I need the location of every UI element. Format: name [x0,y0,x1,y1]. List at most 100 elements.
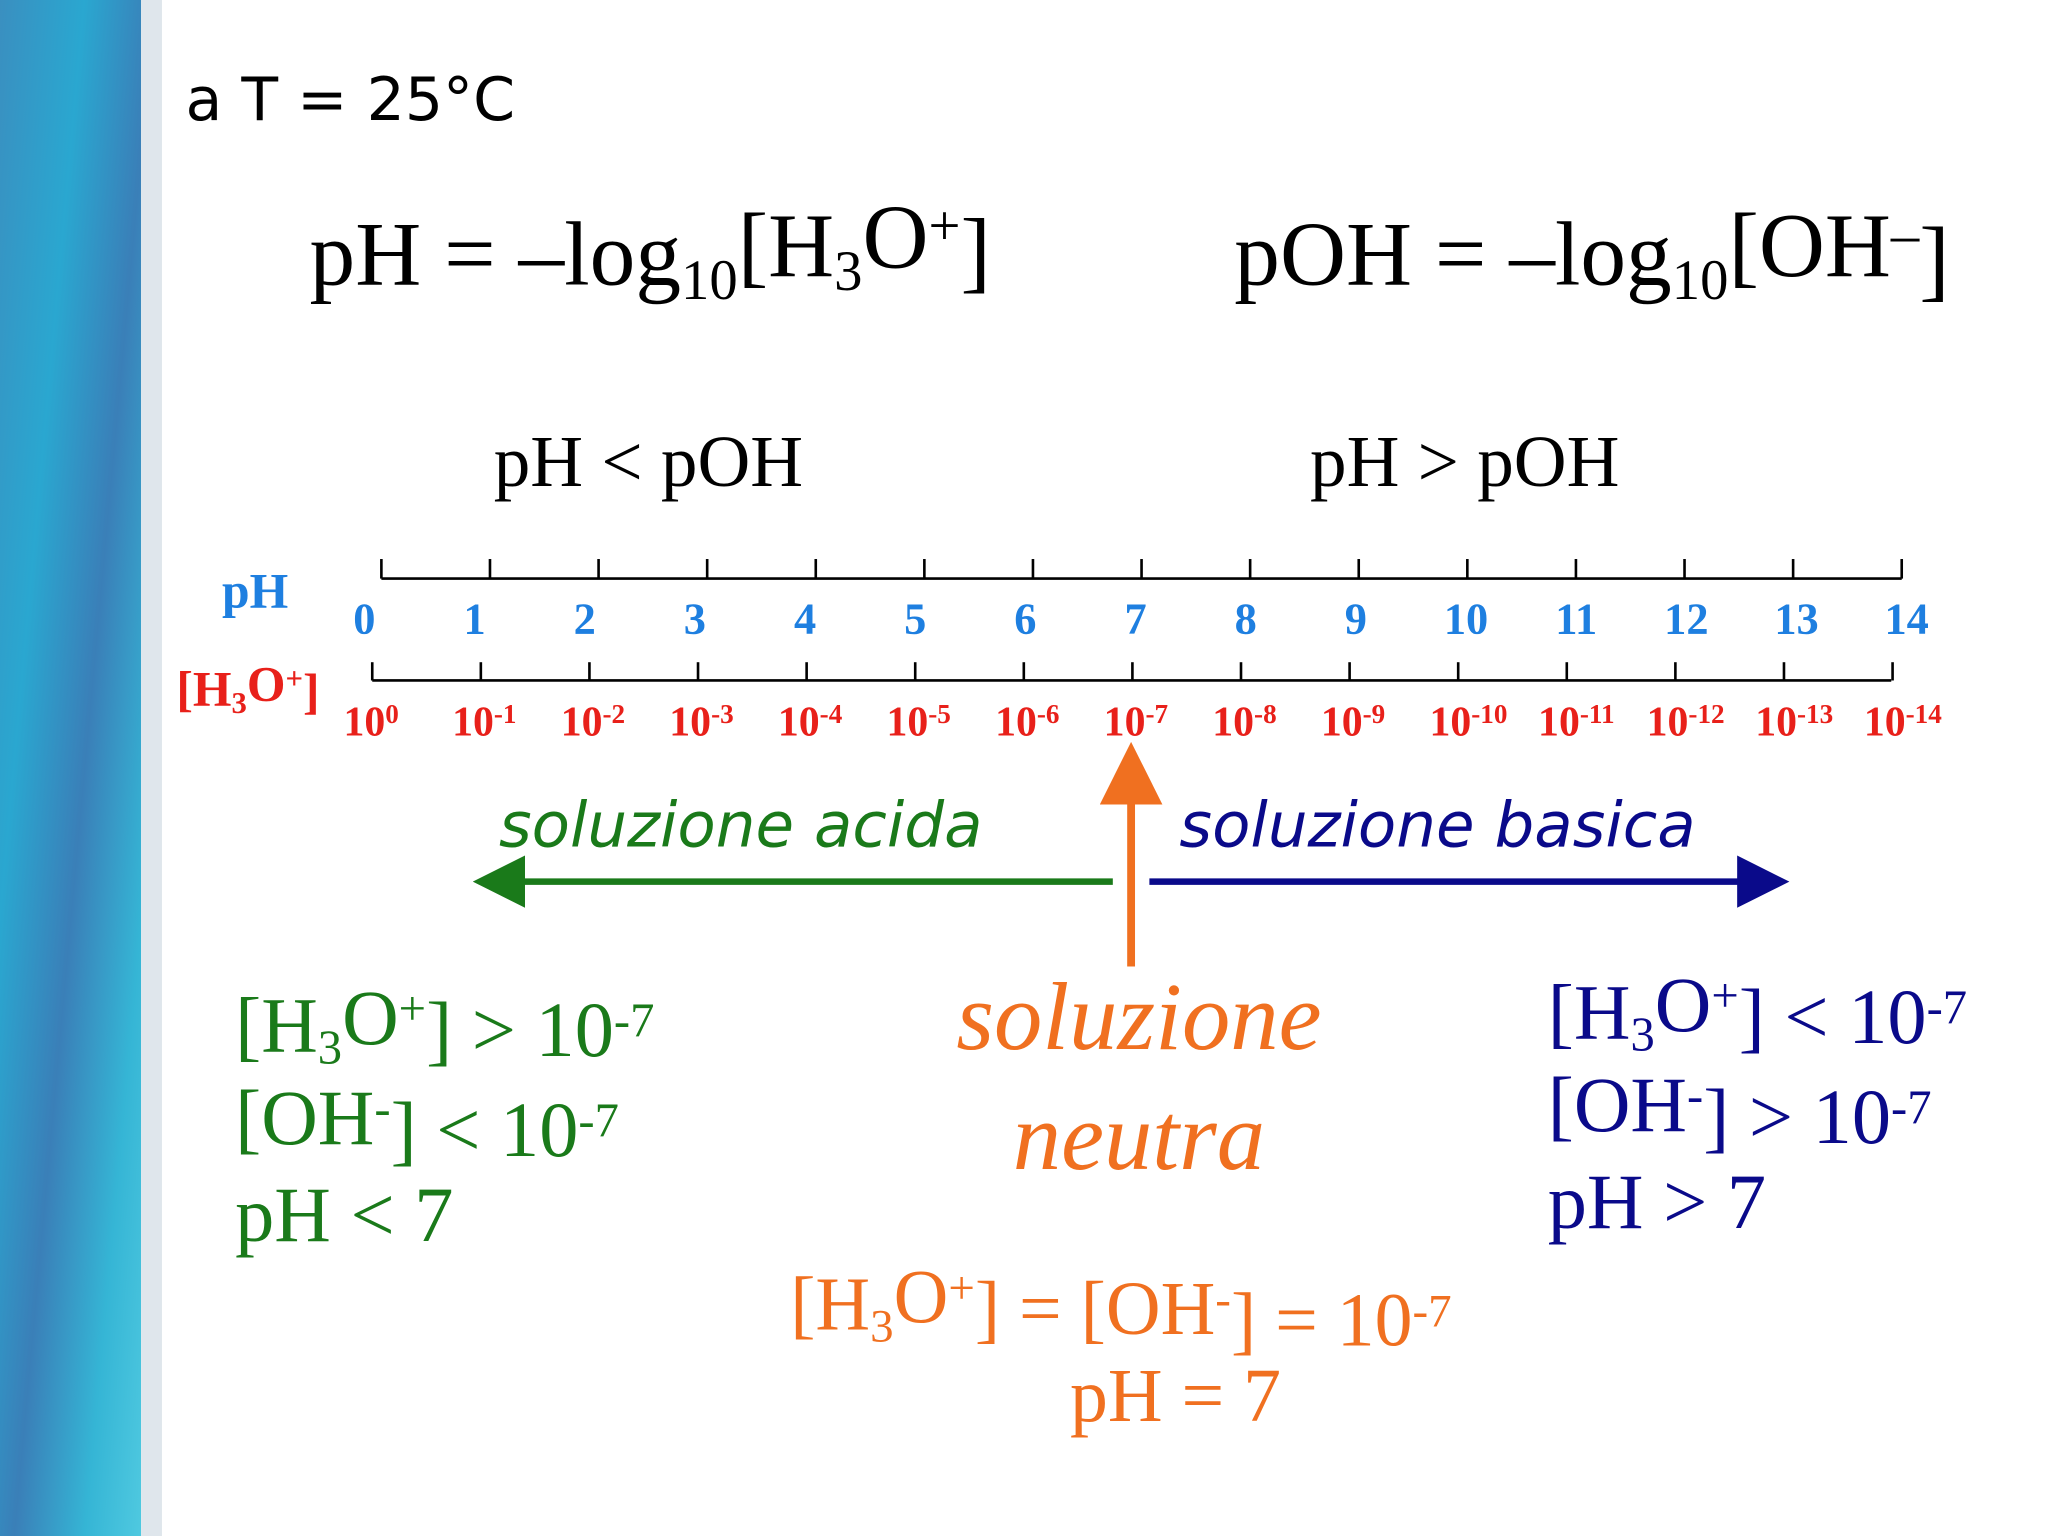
ph-formula-part: [H [738,195,834,296]
conc-value: 10-13 [1755,699,1833,745]
conc-exponent: -7 [1145,699,1168,729]
acid-condition: [H3O+] > 10-7 [235,974,654,1075]
neutral-condition-part: pH = 7 [1070,1354,1281,1438]
ph-value: 9 [1345,593,1367,643]
conc-exponent: -12 [1688,699,1724,729]
basic-label: soluzione basica [1179,788,1695,861]
conc-exponent: -2 [602,699,625,729]
conc-base: 10 [1321,699,1363,745]
conc-base: 10 [669,699,711,745]
ph-value: 13 [1774,593,1818,643]
ph-value: 12 [1664,593,1708,643]
ph-value: 11 [1555,593,1597,643]
ph-formula-part: ] [960,200,990,301]
acid-condition-part: pH < 7 [235,1171,453,1258]
acid-condition-part: -7 [578,1094,618,1148]
conc-base: 10 [778,699,820,745]
ph-value: 8 [1235,593,1257,643]
conc-value: 10-9 [1321,699,1385,745]
basic-condition-part: 3 [1630,1008,1654,1062]
region-left: pH < pOH [494,421,803,502]
acid-condition-part: O [342,974,399,1061]
conc-value: 10-12 [1647,699,1725,745]
conc-base: 10 [1755,699,1797,745]
ph-value: 1 [463,593,485,643]
conc-exponent: -8 [1254,699,1277,729]
ph-value: 10 [1444,593,1488,643]
ph-formula-part: 3 [834,240,862,303]
neutral-condition: pH = 7 [1070,1354,1281,1438]
conc-base: 10 [995,699,1037,745]
neutral-condition-part: 3 [870,1300,893,1352]
acid-label: soluzione acida [499,788,983,861]
basic-condition-part: ] < 10 [1739,973,1927,1060]
basic-condition-part: O [1655,961,1712,1048]
poh-formula-part: pOH = –log [1234,204,1671,305]
poh-formula: pOH = –log10[OH–] [1234,195,1949,312]
neutral-condition-part: -7 [1413,1286,1452,1338]
acid-condition-part: [H [235,981,318,1068]
conc-exponent: -6 [1037,699,1060,729]
conc-value: 10-11 [1538,699,1614,745]
neutral-condition-part: O [894,1255,949,1339]
conc-exponent: -9 [1363,699,1386,729]
neutral-condition-part: [H [790,1263,870,1347]
poh-formula-part: ] [1919,209,1949,310]
conc-exponent: 0 [385,699,399,729]
basic-condition: [H3O+] < 10-7 [1548,961,1967,1062]
conc-value: 10-10 [1429,699,1507,745]
condition: a T = 25°C [185,65,515,135]
ph-value: 4 [794,593,816,643]
acid-condition: [OH-] < 10-7 [235,1074,619,1173]
neutral-title: soluzione [956,963,1321,1070]
side-strip [0,0,142,1536]
conc-label-part: ] [303,664,320,719]
neutral-condition: [H3O+] = [OH-] = 10-7 [790,1255,1451,1362]
conc-base: 10 [1864,699,1906,745]
basic-condition-part: -7 [1927,980,1967,1034]
ph-formula: pH = –log10[H3O+] [310,186,991,312]
poh-formula-part: [OH [1728,195,1890,296]
poh-formula-part: 10 [1672,249,1729,312]
ph-value: 2 [574,593,596,643]
basic-condition-part: + [1711,968,1738,1022]
neutral-condition-part: + [948,1263,974,1315]
basic-condition-part: - [1687,1069,1703,1123]
conc-label-part: + [285,661,303,695]
acid-condition-part: ] > 10 [426,986,614,1073]
conc-exponent: -1 [494,699,517,729]
ph-formula-part: + [929,195,961,258]
conc-value: 10-7 [1104,699,1168,745]
conc-label-part: 3 [231,686,246,720]
neutral-condition-part: ] = [OH [975,1267,1215,1351]
ph-value: 14 [1884,593,1928,643]
conc-value: 10-4 [778,699,843,745]
conc-label: [H3O+] [176,657,319,720]
conc-value: 100 [344,699,399,745]
acid-condition-part: ] < 10 [391,1086,579,1173]
conc-base: 10 [1538,699,1580,745]
acid-condition-part: -7 [614,993,654,1047]
conc-exponent: -14 [1906,699,1943,729]
ph-value: 5 [904,593,926,643]
ph-label: pH [222,563,288,618]
basic-condition-part: pH > 7 [1548,1158,1766,1245]
conc-label-part: [H [176,661,231,716]
basic-condition-part: -7 [1891,1081,1931,1135]
conc-value: 10-8 [1212,699,1276,745]
acid-condition-part: 3 [318,1021,342,1075]
ph-formula-part: O [863,186,929,287]
conc-exponent: -10 [1471,699,1507,729]
neutral-title: neutra [1013,1083,1265,1190]
conc-exponent: -3 [711,699,734,729]
conc-exponent: -5 [928,699,951,729]
conc-base: 10 [452,699,494,745]
ph-value: 7 [1124,593,1146,643]
conc-value: 10-14 [1864,699,1942,745]
basic-condition-part: ] > 10 [1703,1073,1891,1160]
acid-condition-part: - [374,1082,390,1136]
conc-exponent: -4 [820,699,843,729]
conc-base: 10 [886,699,928,745]
ph-formula-part: pH = –log [310,204,681,305]
